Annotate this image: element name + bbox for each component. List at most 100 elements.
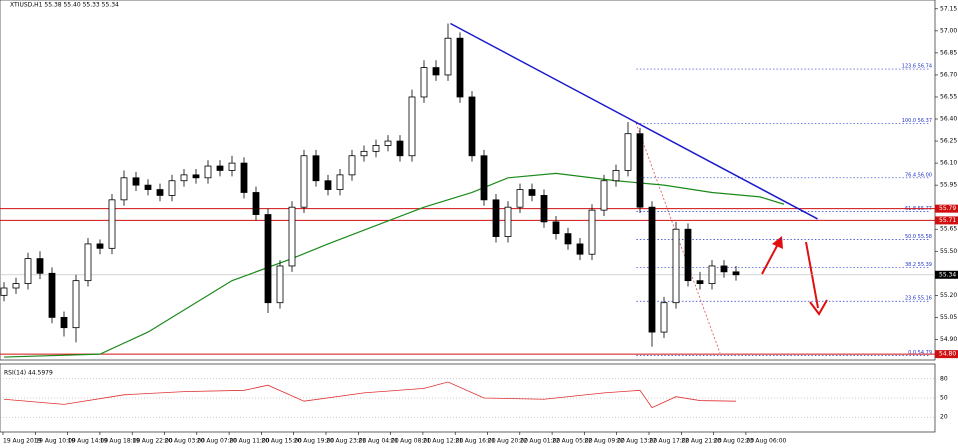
fib-label: 100.0 56.37 — [902, 118, 932, 124]
candle-body — [444, 37, 452, 76]
chart-title: XTIUSD,H1 55.38 55.40 55.33 55.34 — [10, 2, 119, 9]
candle-body — [48, 272, 56, 318]
candle-body — [480, 155, 488, 201]
candle-body — [456, 37, 464, 98]
candle-body — [336, 174, 344, 190]
candle-body — [96, 243, 104, 249]
x-tick-label: 19 Aug 2019 — [3, 438, 42, 445]
candle-body — [504, 206, 512, 237]
candle-body — [324, 180, 332, 190]
candle-body — [708, 265, 716, 284]
candle-body — [600, 180, 608, 211]
rsi-title: RSI(14) 44.5979 — [4, 370, 53, 377]
y-tick-label: 56.40 — [940, 116, 957, 123]
moving-average — [3, 172, 785, 358]
level-label: 55.79 — [939, 205, 956, 212]
candle-body — [0, 287, 8, 296]
current-price-label: 55.34 — [939, 271, 956, 278]
candle-body — [264, 214, 272, 304]
level-tag — [935, 350, 958, 359]
x-tick-label: 20 Aug 23:00 — [326, 438, 367, 445]
level-label: 54.80 — [939, 351, 956, 358]
x-tick-label: 22 Aug 09:00 — [584, 438, 625, 445]
x-tick-label: 21 Aug 20:00 — [488, 438, 529, 445]
trendline — [450, 22, 818, 220]
candle-body — [60, 316, 68, 329]
x-tick-label: 19 Aug 18:00 — [100, 438, 141, 445]
rsi-tick-label: 80 — [940, 375, 948, 382]
candle-body — [240, 162, 248, 193]
candle-body — [492, 199, 500, 237]
candle-body — [516, 189, 524, 208]
candle-body — [540, 195, 548, 223]
candle-body — [396, 140, 404, 157]
x-tick-label: 21 Aug 12:00 — [423, 438, 464, 445]
x-tick-label: 21 Aug 08:00 — [391, 438, 432, 445]
x-tick-label: 21 Aug 16:00 — [455, 438, 496, 445]
candle-body — [252, 192, 260, 215]
candle-body — [684, 228, 692, 282]
y-tick-label: 57.15 — [940, 5, 957, 12]
y-tick-label: 56.85 — [940, 49, 957, 56]
candle-body — [216, 165, 224, 171]
fib-label: 76.4 56.00 — [905, 172, 932, 178]
y-tick-label: 56.55 — [940, 93, 957, 100]
x-tick-label: 20 Aug 03:00 — [165, 438, 206, 445]
candle-body — [552, 221, 560, 235]
fib-label: 23.6 55.16 — [905, 296, 932, 302]
fib-label: 123.6 56.74 — [902, 64, 932, 70]
x-tick-label: 21 Aug 04:00 — [358, 438, 399, 445]
candle-body — [384, 140, 392, 146]
rsi-panel — [0, 363, 936, 433]
candle-body — [432, 67, 440, 76]
candle-body — [24, 258, 32, 284]
y-tick-label: 54.90 — [940, 336, 957, 343]
y-tick-label: 55.20 — [940, 292, 957, 299]
y-tick-label: 55.50 — [940, 248, 957, 255]
candle-body — [372, 145, 380, 152]
candle-body — [132, 177, 140, 186]
candle-body — [204, 165, 212, 179]
fib-label: 0.0 54.79 — [908, 350, 932, 356]
y-tick-label: 56.25 — [940, 138, 957, 145]
candle-body — [72, 280, 80, 329]
candle-body — [192, 174, 200, 179]
x-tick-label: 22 Aug 05:00 — [552, 438, 593, 445]
candle-body — [420, 67, 428, 98]
x-tick-label: 20 Aug 19:00 — [294, 438, 335, 445]
arrow-up — [761, 243, 779, 275]
y-tick-label: 55.65 — [940, 226, 957, 233]
candle-body — [672, 228, 680, 304]
fib-anchor — [635, 122, 721, 354]
x-tick-label: 20 Aug 15:00 — [261, 438, 302, 445]
candle-body — [36, 258, 44, 274]
fib-label: 50.0 55.58 — [905, 234, 932, 240]
level-label: 55.71 — [939, 217, 956, 224]
candle-body — [144, 184, 152, 190]
candle-body — [660, 302, 668, 333]
candle-body — [276, 265, 284, 304]
x-tick-label: 19 Aug 22:00 — [132, 438, 173, 445]
candle-body — [408, 96, 416, 157]
candle-body — [468, 96, 476, 157]
fib-label: 38.2 55.39 — [905, 262, 932, 268]
x-tick-label: 23 Aug 06:00 — [746, 438, 787, 445]
current-price-tag — [935, 270, 958, 279]
candle-body — [612, 170, 620, 182]
candle-body — [696, 280, 704, 284]
x-tick-label: 22 Aug 01:00 — [520, 438, 561, 445]
x-tick-label: 19 Aug 10:00 — [35, 438, 76, 445]
y-tick-label: 57.00 — [940, 27, 957, 34]
candle-body — [648, 206, 656, 333]
candle-body — [180, 174, 188, 182]
level-tag — [935, 216, 958, 225]
rsi-tick-label: 20 — [940, 414, 948, 421]
candle-body — [120, 177, 128, 201]
main-panel — [0, 0, 936, 361]
y-tick-label: 56.10 — [940, 160, 957, 167]
candle-body — [108, 199, 116, 249]
x-tick-label: 23 Aug 02:00 — [714, 438, 755, 445]
candle-body — [312, 155, 320, 182]
level-tag — [935, 204, 958, 213]
